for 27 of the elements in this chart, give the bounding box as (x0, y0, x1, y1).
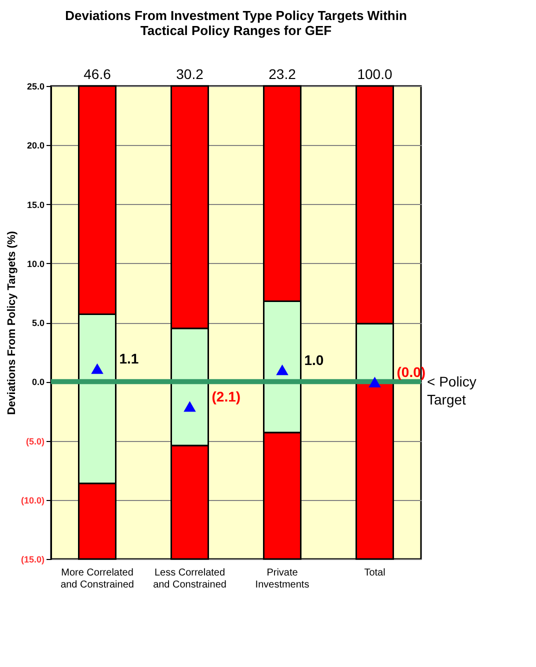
x-tick-label: Total (364, 568, 386, 578)
ref-line-label: < Policy Target (427, 374, 476, 408)
text: 23.2 (268, 66, 296, 82)
y-tick-label: 20.0 (26, 140, 44, 151)
y-tick-label: (5.0) (26, 436, 44, 446)
text: 30.2 (176, 66, 204, 82)
y-tick-label: 5.0 (32, 318, 44, 328)
y-tick-label: 0.0 (32, 377, 44, 388)
text: 100.0 (357, 66, 392, 82)
x-tick-label: Private Investments (255, 568, 310, 590)
point (184, 401, 196, 412)
chart-title: Deviations From Investment Type Policy Targets Within Tactical Policy Ranges for GEF (65, 8, 407, 38)
y-tick-label: 25.0 (26, 82, 44, 92)
y-tick-label: (10.0) (20, 495, 44, 506)
y-tick-label: 10.0 (26, 258, 44, 269)
y-axis-title: Deviations From Policy Targets (%) (6, 230, 18, 415)
y-tick-label: 15.0 (26, 200, 44, 210)
x-tick-label: More Correlated and Constrained (60, 568, 134, 590)
text: 46.6 (84, 66, 112, 82)
data-label: 1.1 (119, 350, 139, 367)
point (91, 363, 104, 374)
point (276, 364, 288, 376)
data-label: 1.0 (304, 352, 324, 368)
point (368, 376, 381, 388)
data-label: (2.1) (212, 388, 241, 404)
x-tick-label: Less Correlated and Constrained (153, 568, 226, 590)
y-tick-label: (15.0) (20, 554, 44, 564)
